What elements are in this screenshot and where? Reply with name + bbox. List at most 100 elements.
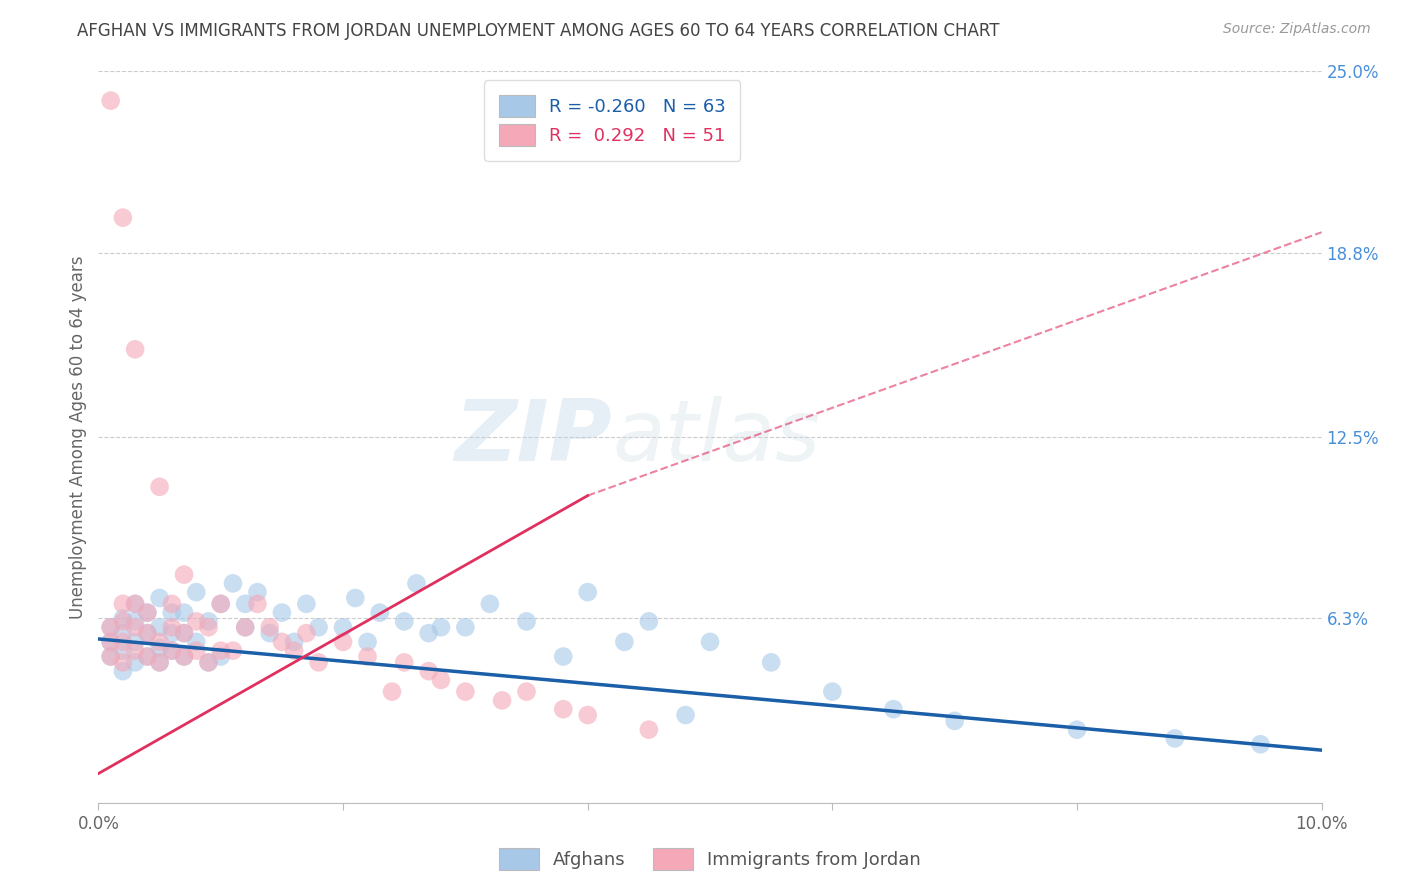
Legend: Afghans, Immigrants from Jordan: Afghans, Immigrants from Jordan xyxy=(492,841,928,878)
Point xyxy=(149,620,172,634)
Point xyxy=(136,649,159,664)
Point xyxy=(233,597,256,611)
Point xyxy=(246,585,269,599)
Point xyxy=(418,664,440,678)
Point xyxy=(821,684,844,698)
Point xyxy=(111,615,134,629)
Point xyxy=(197,620,219,634)
Point xyxy=(186,585,208,599)
Point xyxy=(295,597,318,611)
Point xyxy=(124,597,146,611)
Point xyxy=(516,615,538,629)
Point xyxy=(124,615,146,629)
Point xyxy=(270,635,292,649)
Point xyxy=(308,656,330,670)
Point xyxy=(100,635,122,649)
Point xyxy=(356,649,378,664)
Point xyxy=(675,708,697,723)
Point xyxy=(209,649,232,664)
Point xyxy=(197,656,219,670)
Point xyxy=(124,656,146,670)
Point xyxy=(637,615,661,629)
Point xyxy=(405,576,427,591)
Point xyxy=(1249,737,1271,751)
Point xyxy=(259,626,281,640)
Point xyxy=(553,702,575,716)
Point xyxy=(124,643,146,657)
Point xyxy=(381,684,404,698)
Point xyxy=(111,635,134,649)
Point xyxy=(209,643,232,657)
Point xyxy=(332,635,354,649)
Point xyxy=(100,94,122,108)
Point xyxy=(392,656,416,670)
Point xyxy=(173,649,195,664)
Point xyxy=(111,643,134,657)
Point xyxy=(576,708,599,723)
Point xyxy=(332,620,354,634)
Point xyxy=(430,673,453,687)
Point xyxy=(209,597,232,611)
Point xyxy=(124,597,146,611)
Point xyxy=(1164,731,1187,746)
Point xyxy=(160,626,183,640)
Point xyxy=(149,656,172,670)
Point xyxy=(283,635,305,649)
Point xyxy=(491,693,513,707)
Point xyxy=(759,656,782,670)
Point xyxy=(576,585,599,599)
Point xyxy=(136,626,159,640)
Point xyxy=(344,591,367,605)
Point xyxy=(883,702,905,716)
Point xyxy=(516,684,538,698)
Point xyxy=(246,597,269,611)
Point xyxy=(197,615,219,629)
Point xyxy=(160,597,183,611)
Point xyxy=(699,635,721,649)
Point xyxy=(160,643,183,657)
Point xyxy=(100,649,122,664)
Point xyxy=(356,635,378,649)
Point xyxy=(368,606,391,620)
Text: ZIP: ZIP xyxy=(454,395,612,479)
Point xyxy=(186,643,208,657)
Point xyxy=(149,640,172,655)
Point xyxy=(943,714,966,728)
Point xyxy=(124,620,146,634)
Point xyxy=(124,343,146,357)
Point xyxy=(100,620,122,634)
Point xyxy=(160,620,183,634)
Point xyxy=(478,597,501,611)
Point xyxy=(295,626,318,640)
Point xyxy=(233,620,256,634)
Point xyxy=(136,606,159,620)
Point xyxy=(173,626,195,640)
Point xyxy=(149,656,172,670)
Point xyxy=(454,684,477,698)
Y-axis label: Unemployment Among Ages 60 to 64 years: Unemployment Among Ages 60 to 64 years xyxy=(69,255,87,619)
Point xyxy=(283,643,305,657)
Point xyxy=(124,635,146,649)
Point xyxy=(637,723,661,737)
Point xyxy=(173,567,195,582)
Point xyxy=(149,480,172,494)
Point xyxy=(136,606,159,620)
Point xyxy=(1066,723,1088,737)
Point xyxy=(553,649,575,664)
Point xyxy=(149,591,172,605)
Point xyxy=(259,620,281,634)
Point xyxy=(136,649,159,664)
Point xyxy=(209,597,232,611)
Point xyxy=(233,620,256,634)
Point xyxy=(173,606,195,620)
Point xyxy=(392,615,416,629)
Text: AFGHAN VS IMMIGRANTS FROM JORDAN UNEMPLOYMENT AMONG AGES 60 TO 64 YEARS CORRELAT: AFGHAN VS IMMIGRANTS FROM JORDAN UNEMPLO… xyxy=(77,22,1000,40)
Point xyxy=(111,656,134,670)
Point xyxy=(160,643,183,657)
Point xyxy=(149,635,172,649)
Point xyxy=(160,606,183,620)
Point xyxy=(454,620,477,634)
Point xyxy=(186,615,208,629)
Point xyxy=(613,635,636,649)
Point xyxy=(197,656,219,670)
